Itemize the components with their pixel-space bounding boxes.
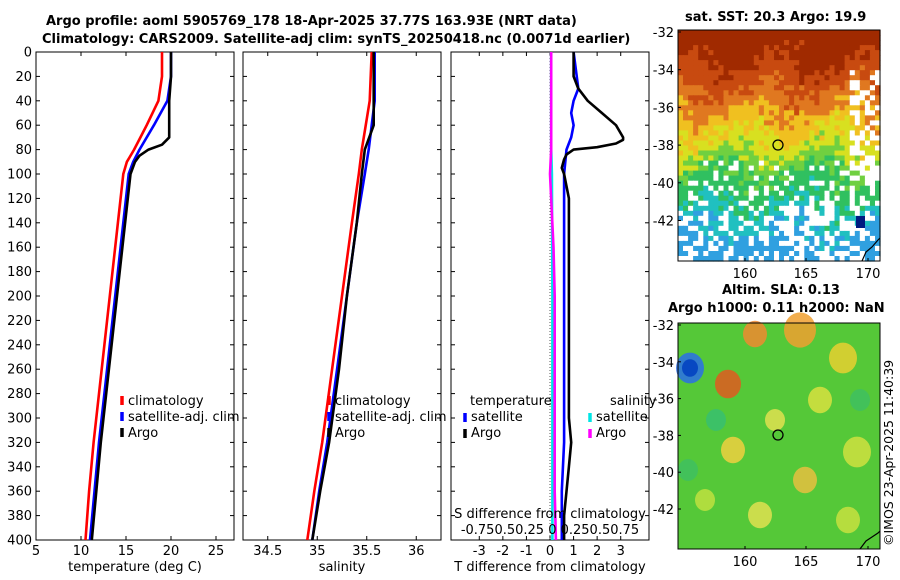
- top-axis-tick-labels: -0.750.50.25 0 0.250.50.75: [461, 523, 639, 538]
- y-tick-label: 140: [7, 216, 32, 231]
- legend-label: Argo: [471, 426, 501, 441]
- x-tick-label: 15: [118, 544, 135, 559]
- x-tick-label: 20: [163, 544, 180, 559]
- x-tick-label: -1: [520, 544, 533, 559]
- y-tick-label: 100: [7, 168, 32, 183]
- y-tick-label: 280: [7, 387, 32, 402]
- y-tick-label: 40: [15, 94, 32, 109]
- legend-title-temperature: temperature: [470, 394, 552, 409]
- panel-temperature: 0 20 40 60 80 100 120 140 160 180 200 220 240 260 280 3…: [7, 46, 239, 576]
- timestamp-stamp: ©IMOS 23-Apr-2025 11:40:39: [881, 359, 896, 546]
- x-axis-label: T difference from climatology: [453, 560, 646, 575]
- sla-map-title-2: Argo h1000: 0.11 h2000: NaN: [668, 301, 885, 316]
- legend-label: satellite: [471, 410, 523, 425]
- header-line-2: Climatology: CARS2009. Satellite-adj cli…: [42, 32, 631, 47]
- series-climatology: [306, 51, 373, 541]
- y-tick-label: 260: [7, 363, 32, 378]
- legend-label: Argo: [596, 426, 626, 441]
- y-tick-label: 360: [7, 485, 32, 500]
- series-t-argo: [560, 52, 625, 540]
- legend-label: Argo: [335, 426, 365, 441]
- series-argo: [90, 52, 173, 541]
- y-tick-label: 160: [7, 241, 32, 256]
- y-tick-label: 380: [7, 509, 32, 524]
- y-tick-label: 20: [15, 70, 32, 85]
- legend-title-salinity: salinity: [610, 394, 657, 409]
- x-tick-label: -3: [473, 544, 486, 559]
- y-tick-label: 0: [24, 46, 32, 61]
- panel-salinity: 34.5 35 35.5 36 salinity climatologysatellite…: [242, 51, 447, 575]
- x-tick-label: 3: [617, 544, 625, 559]
- x-tick-label: 5: [32, 544, 40, 559]
- series-satellite-adj-clim: [88, 52, 173, 541]
- y-tick-label: 80: [15, 143, 32, 158]
- x-axis-label: temperature (deg C): [68, 560, 202, 575]
- x-tick-label: -2: [496, 544, 509, 559]
- x-tick-label: 34.5: [253, 544, 282, 559]
- legend-label: climatology: [335, 394, 411, 409]
- series-t-satellite: [560, 51, 580, 540]
- y-tick-label: 320: [7, 436, 32, 451]
- legend-label: satellite-adj. clim: [335, 410, 447, 425]
- legend-label: climatology: [128, 394, 204, 409]
- series-s-argo: [548, 52, 558, 541]
- x-tick-label: 0: [546, 544, 554, 559]
- legend-label: satellite-adj. clim: [128, 410, 240, 425]
- sla-map-title-1: Altim. SLA: 0.13: [722, 283, 840, 298]
- top-axis-label: S difference from climatology: [454, 507, 646, 522]
- y-tick-label: 300: [7, 412, 32, 427]
- legend-label: satellite: [596, 410, 648, 425]
- x-tick-label: 1: [569, 544, 577, 559]
- series-argo: [311, 52, 376, 541]
- y-tick-label: 220: [7, 314, 32, 329]
- x-axis-label: salinity: [319, 560, 366, 575]
- legend-label: Argo: [128, 426, 158, 441]
- x-tick-label: 25: [208, 544, 225, 559]
- y-tick-label: 60: [15, 119, 32, 134]
- y-tick-label: 180: [7, 265, 32, 280]
- sst-map-title: sat. SST: 20.3 Argo: 19.9: [685, 10, 867, 25]
- header-line-1: Argo profile: aoml 5905769_178 18-Apr-20…: [46, 14, 577, 29]
- y-tick-label: 200: [7, 290, 32, 305]
- y-tick-label: 120: [7, 192, 32, 207]
- x-tick-label: 36: [408, 544, 425, 559]
- panel-frame: [35, 51, 235, 541]
- x-tick-label: 2: [593, 544, 601, 559]
- x-tick-label: 35.5: [352, 544, 381, 559]
- x-tick-label: 10: [73, 544, 90, 559]
- y-tick-label: 340: [7, 460, 32, 475]
- y-tick-label: 400: [7, 534, 32, 549]
- x-tick-label: 35: [309, 544, 326, 559]
- panel-difference: -3 -2 -1 0 1 2 3T difference from climatology t…: [450, 51, 657, 575]
- series-climatology: [84, 52, 164, 541]
- y-tick-label: 240: [7, 338, 32, 353]
